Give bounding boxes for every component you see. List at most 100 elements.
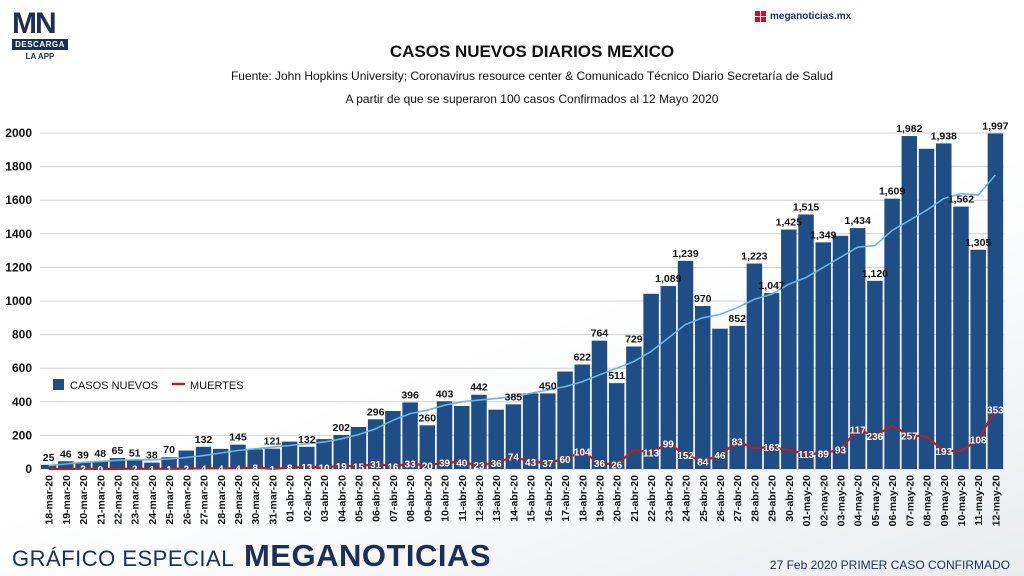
muertes-data-label: 15 (353, 462, 365, 473)
muertes-data-label: 37 (542, 459, 554, 470)
bar (350, 427, 367, 469)
bar-data-label: 1,434 (845, 215, 871, 227)
bar-data-label: 622 (573, 352, 591, 364)
footer-branding: GRÁFICO ESPECIAL MEGANOTICIAS (12, 538, 491, 574)
muertes-data-label: 257 (901, 431, 918, 442)
bar-data-label: 403 (436, 388, 454, 400)
x-tick-label: 24-mar-20 (147, 475, 159, 525)
muertes-data-label: 2 (132, 465, 138, 476)
bar-data-label: 1,239 (672, 248, 698, 260)
x-tick-label: 28-abr-20 (749, 475, 761, 522)
muertes-data-label: 0 (97, 465, 103, 476)
bar (936, 143, 952, 469)
y-tick-label: 1400 (5, 227, 32, 241)
muertes-data-label: 20 (422, 462, 434, 473)
muertes-data-label: 108 (970, 436, 987, 447)
footer-brand-name: MEGANOTICIAS (243, 538, 492, 573)
bar (58, 461, 74, 469)
muertes-data-label: 39 (439, 458, 451, 469)
bar (557, 371, 573, 469)
bar (608, 383, 625, 469)
bar-data-label: 450 (539, 380, 557, 392)
bar (901, 136, 918, 470)
bar-data-label: 1,609 (879, 186, 905, 198)
bar-data-label: 1,047 (758, 280, 784, 292)
muertes-data-label: 113 (798, 450, 815, 461)
bar (712, 328, 728, 469)
bar-data-label: 852 (728, 313, 746, 325)
bar (798, 214, 814, 469)
muertes-data-label: 36 (491, 459, 503, 470)
muertes-data-label: 104 (574, 448, 591, 459)
muertes-data-label: 4 (235, 464, 241, 475)
x-tick-label: 27-abr-20 (732, 475, 744, 522)
muertes-data-label: 60 (559, 455, 571, 466)
x-tick-label: 11-may-20 (973, 475, 985, 526)
bar-data-label: 1,938 (931, 130, 957, 142)
x-tick-label: 23-abr-20 (663, 475, 675, 522)
bar (144, 462, 160, 469)
bar (247, 449, 263, 469)
bar (832, 235, 849, 469)
bar-data-label: 764 (591, 328, 609, 340)
y-tick-label: 400 (12, 395, 32, 409)
y-tick-label: 800 (12, 328, 32, 342)
bar (918, 148, 935, 470)
chart-title: CASOS NUEVOS DIARIOS MEXICO (389, 42, 675, 61)
x-tick-label: 26-mar-20 (181, 475, 193, 525)
x-tick-label: 30-abr-20 (784, 475, 796, 522)
muertes-data-label: 19 (336, 462, 348, 473)
x-tick-label: 12-abr-20 (474, 475, 486, 522)
legend-swatch-casos (53, 379, 64, 390)
y-tick-label: 1600 (5, 193, 32, 207)
bar-data-label: 1,120 (862, 268, 888, 280)
bar (591, 340, 608, 469)
x-tick-label: 22-mar-20 (112, 475, 124, 525)
bar (126, 460, 143, 469)
bar (385, 411, 401, 469)
logo-app-label: LA APP (25, 52, 55, 61)
bar (987, 133, 1004, 469)
muertes-data-label: 353 (987, 406, 1004, 417)
meganoticias-app-logo[interactable]: MN DESCARGA LA APP (12, 7, 68, 61)
bar-data-label: 729 (625, 334, 643, 346)
bar (695, 306, 711, 469)
bar (729, 325, 745, 469)
bar (522, 393, 539, 469)
bar-data-label: 1,349 (810, 229, 836, 241)
site-brand[interactable]: meganoticias.mx (755, 11, 851, 22)
logo-letters: MN (12, 7, 57, 40)
bar-data-label: 25 (43, 452, 55, 464)
bar-data-label: 121 (264, 436, 282, 448)
muertes-data-label: 84 (697, 457, 709, 468)
muertes-data-label: 236 (867, 432, 884, 443)
y-tick-label: 1200 (5, 260, 32, 274)
bar (953, 206, 969, 470)
muertes-data-label: 31 (370, 460, 382, 471)
footer-special-label: GRÁFICO ESPECIAL (12, 546, 234, 571)
bar (367, 419, 384, 469)
muertes-data-label: 23 (473, 461, 485, 472)
x-tick-label: 17-abr-20 (560, 475, 572, 522)
muertes-data-label: 74 (508, 453, 520, 464)
bar-data-label: 39 (77, 449, 89, 461)
x-tick-label: 05-abr-20 (353, 475, 365, 522)
x-tick-label: 12-may-20 (990, 475, 1002, 527)
x-tick-label: 18-abr-20 (577, 475, 589, 522)
muertes-data-label: 2 (184, 465, 190, 476)
x-tick-label: 14-abr-20 (508, 475, 520, 522)
x-tick-label: 03-abr-20 (319, 475, 331, 522)
muertes-data-label: 93 (835, 445, 847, 456)
x-tick-label: 15-abr-20 (526, 475, 538, 522)
legend-label-muertes: MUERTES (190, 380, 244, 392)
muertes-data-label: 33 (405, 459, 417, 470)
y-tick-label: 1800 (5, 160, 32, 174)
x-tick-label: 01-may-20 (801, 475, 813, 527)
bar-data-label: 1,305 (965, 237, 991, 249)
muertes-data-label: 117 (850, 425, 867, 436)
y-tick-label: 1000 (5, 294, 32, 308)
muertes-data-label: 113 (643, 448, 660, 459)
bar (970, 249, 986, 469)
bar-data-label: 385 (505, 391, 523, 403)
